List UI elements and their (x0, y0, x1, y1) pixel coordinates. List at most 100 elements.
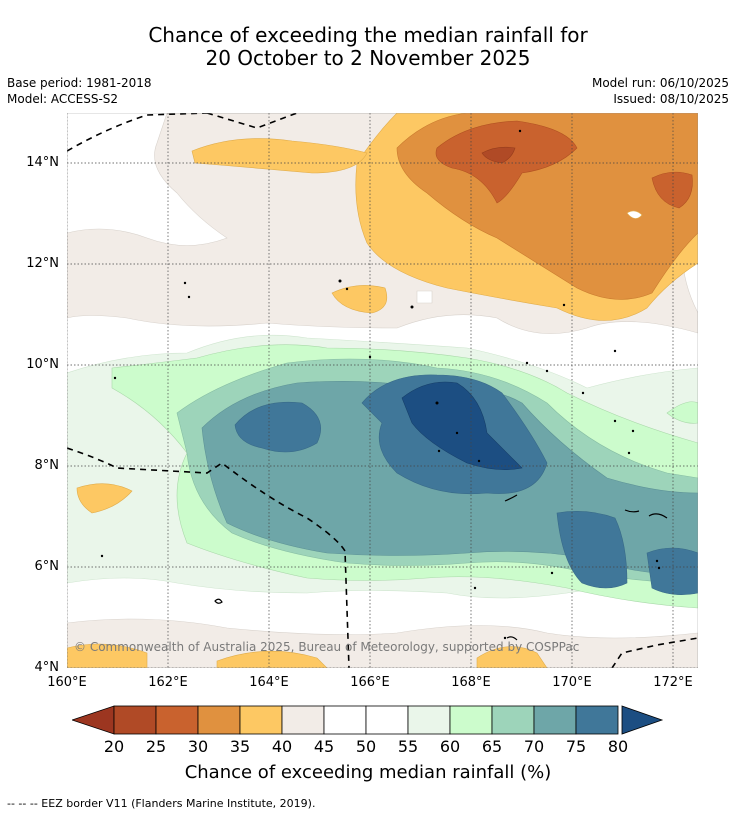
island (545, 369, 549, 373)
x-tick-172e: 172°E (653, 675, 693, 690)
atoll (214, 598, 223, 604)
y-tick-6n: 6°N (34, 559, 60, 574)
colorbar-bin-60-65 (449, 705, 493, 735)
colorbar-label-75: 75 (565, 737, 587, 756)
island (113, 376, 117, 380)
island (518, 129, 522, 133)
model-run: Model run: 06/10/2025 (591, 76, 729, 90)
contour-white-islet-2 (626, 210, 643, 219)
contour-above-80 (401, 381, 523, 470)
colorbar-bin-25-30 (155, 705, 199, 735)
island (345, 287, 349, 291)
contour-35-40-south (67, 643, 548, 668)
colorbar-label-65: 65 (481, 737, 503, 756)
colorbar-title: Chance of exceeding median rainfall (%) (184, 762, 552, 783)
island (437, 449, 441, 453)
island (657, 566, 661, 570)
island (627, 451, 631, 455)
contour-75-80-east (556, 511, 628, 589)
contour-75-80-southeast (646, 547, 698, 595)
colorbar-label-40: 40 (271, 737, 293, 756)
colorbar-label-20: 20 (103, 737, 125, 756)
x-tick-170e: 170°E (552, 675, 592, 690)
x-tick-160e: 160°E (47, 675, 87, 690)
atoll (624, 509, 640, 513)
contour-40-45-south (67, 618, 698, 668)
contour-60-65-east (666, 401, 698, 424)
island (187, 295, 191, 299)
island (581, 391, 585, 395)
island (655, 559, 659, 563)
colorbar-bins (113, 705, 619, 735)
contour-35-40-westpatch (76, 483, 133, 514)
y-tick-14n: 14°N (26, 155, 59, 170)
x-tick-162e: 162°E (148, 675, 188, 690)
contour-35-40-northwest (191, 138, 368, 174)
base-period: Base period: 1981-2018 (7, 76, 152, 90)
island (455, 431, 459, 435)
colorbar-bin-65-70 (491, 705, 535, 735)
contour-25-30-east (651, 171, 693, 209)
eez-border-southeast (611, 637, 698, 668)
colorbar-label-30: 30 (187, 737, 209, 756)
colorbar-bin-75-80 (575, 705, 619, 735)
issued-date: Issued: 08/10/2025 (613, 92, 729, 106)
colorbar-bin-45-50 (323, 705, 367, 735)
island (368, 355, 372, 359)
islands (100, 129, 661, 640)
eez-legend-note: -- -- -- EEZ border V11 (Flanders Marine… (7, 797, 316, 810)
island (503, 636, 507, 640)
x-tick-164e: 164°E (249, 675, 289, 690)
colorbar-over-arrow (621, 705, 664, 735)
eez-border-north (67, 113, 298, 152)
map-title-line2: 20 October to 2 November 2025 (205, 46, 531, 70)
atoll (648, 513, 668, 519)
contour-20-25 (481, 146, 516, 164)
rainfall-contour-map (67, 113, 698, 668)
colorbar-bin-70-75 (533, 705, 577, 735)
contour-white-islet (416, 290, 433, 304)
x-tick-166e: 166°E (350, 675, 390, 690)
colorbar-label-45: 45 (313, 737, 335, 756)
island (183, 281, 187, 285)
island (525, 361, 529, 365)
atoll (504, 494, 518, 502)
island (631, 429, 635, 433)
map-title-line1: Chance of exceeding the median rainfall … (148, 23, 588, 47)
contour-35-40-islet (331, 285, 388, 314)
colorbar-label-80: 80 (607, 737, 629, 756)
island (613, 419, 617, 423)
colorbar (72, 705, 664, 735)
colorbar-label-60: 60 (439, 737, 461, 756)
colorbar-bin-30-35 (197, 705, 241, 735)
contour-75-80-west (234, 401, 321, 453)
atoll-outlines (214, 494, 668, 641)
y-tick-10n: 10°N (26, 357, 59, 372)
island (562, 303, 566, 307)
island (338, 279, 342, 283)
colorbar-bin-35-40 (239, 705, 283, 735)
island (550, 571, 554, 575)
island (613, 349, 617, 353)
graticule (67, 113, 698, 668)
y-tick-12n: 12°N (26, 256, 59, 271)
x-tick-168e: 168°E (451, 675, 491, 690)
colorbar-label-50: 50 (355, 737, 377, 756)
model-name: Model: ACCESS-S2 (7, 92, 119, 106)
island (100, 554, 104, 558)
colorbar-label-35: 35 (229, 737, 251, 756)
colorbar-label-70: 70 (523, 737, 545, 756)
copyright-notice: © Commonwealth of Australia 2025, Bureau… (74, 640, 580, 654)
y-tick-8n: 8°N (34, 458, 60, 473)
colorbar-label-25: 25 (145, 737, 167, 756)
colorbar-bin-55-60 (407, 705, 451, 735)
island (477, 459, 481, 463)
rainfall-map (67, 113, 698, 668)
y-tick-4n: 4°N (34, 660, 60, 675)
island (435, 401, 439, 405)
eez-border-central (67, 447, 350, 668)
island (410, 305, 414, 309)
colorbar-label-55: 55 (397, 737, 419, 756)
eez-borders (67, 113, 698, 668)
island (473, 586, 477, 590)
